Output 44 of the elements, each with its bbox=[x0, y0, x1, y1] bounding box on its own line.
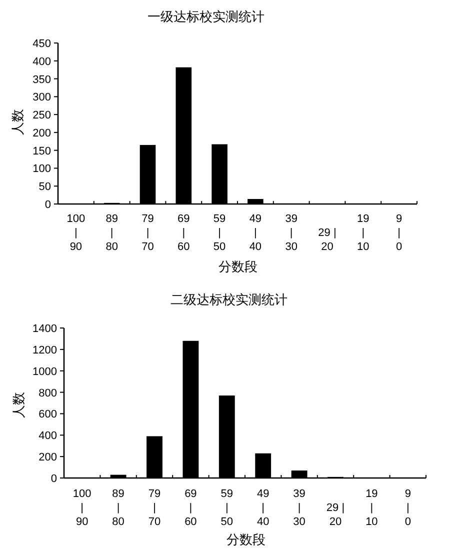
y-axis-title: 人数 bbox=[11, 392, 26, 418]
x-tick-label: 79 | 70 bbox=[142, 213, 154, 253]
x-tick-label: 19 | 10 bbox=[366, 488, 378, 528]
x-tick-label: 39 | 30 bbox=[285, 213, 298, 253]
x-tick-label: 29 | 20 bbox=[326, 502, 345, 528]
x-tick-label: 19 | 10 bbox=[357, 213, 370, 253]
y-axis-title: 人数 bbox=[10, 109, 25, 135]
x-tick-label: 9 | 0 bbox=[396, 213, 402, 253]
y-tick-label: 50 bbox=[38, 181, 51, 194]
y-tick-label: 400 bbox=[38, 430, 57, 442]
y-tick-label: 1200 bbox=[32, 344, 57, 356]
x-tick-label: 100 | 90 bbox=[72, 488, 92, 528]
x-tick-label: 59 | 50 bbox=[220, 488, 234, 528]
y-tick-label: 300 bbox=[32, 92, 51, 104]
y-tick-label: 1400 bbox=[32, 323, 57, 335]
x-axis-title: 分数段 bbox=[226, 532, 266, 547]
chart-title: 二级达标校实测统计 bbox=[170, 292, 288, 307]
y-tick-label: 400 bbox=[32, 56, 51, 68]
x-tick-label: 89 | 80 bbox=[112, 488, 124, 528]
x-tick-label: 39 | 30 bbox=[293, 488, 306, 528]
y-tick-label: 200 bbox=[38, 452, 57, 464]
x-tick-label: 9 | 0 bbox=[404, 488, 411, 528]
y-tick-label: 1000 bbox=[32, 366, 57, 378]
x-tick-label: 69 | 60 bbox=[178, 213, 190, 253]
x-tick-label: 29 | 20 bbox=[318, 227, 336, 253]
x-axis-title: 分数段 bbox=[218, 259, 258, 274]
x-tick-label: 49 | 40 bbox=[249, 213, 262, 253]
y-tick-label: 200 bbox=[32, 127, 51, 140]
x-tick-label: 49 | 40 bbox=[256, 488, 270, 528]
x-tick-label: 79 | 70 bbox=[148, 488, 161, 528]
x-tick-label: 89 | 80 bbox=[106, 213, 118, 253]
y-tick-label: 100 bbox=[32, 163, 51, 176]
y-tick-label: 0 bbox=[50, 473, 57, 485]
y-tick-label: 600 bbox=[38, 408, 57, 421]
x-tick-label: 59 | 50 bbox=[213, 213, 226, 253]
y-tick-label: 0 bbox=[44, 199, 51, 211]
y-tick-label: 800 bbox=[38, 387, 57, 400]
y-tick-label: 250 bbox=[32, 110, 51, 122]
y-tick-label: 450 bbox=[32, 38, 51, 50]
x-tick-label: 69 | 60 bbox=[184, 488, 197, 528]
x-tick-label: 100 | 90 bbox=[66, 213, 86, 253]
chart-title: 一级达标校实测统计 bbox=[148, 9, 264, 24]
y-tick-label: 150 bbox=[32, 145, 51, 158]
y-tick-label: 350 bbox=[32, 74, 51, 86]
